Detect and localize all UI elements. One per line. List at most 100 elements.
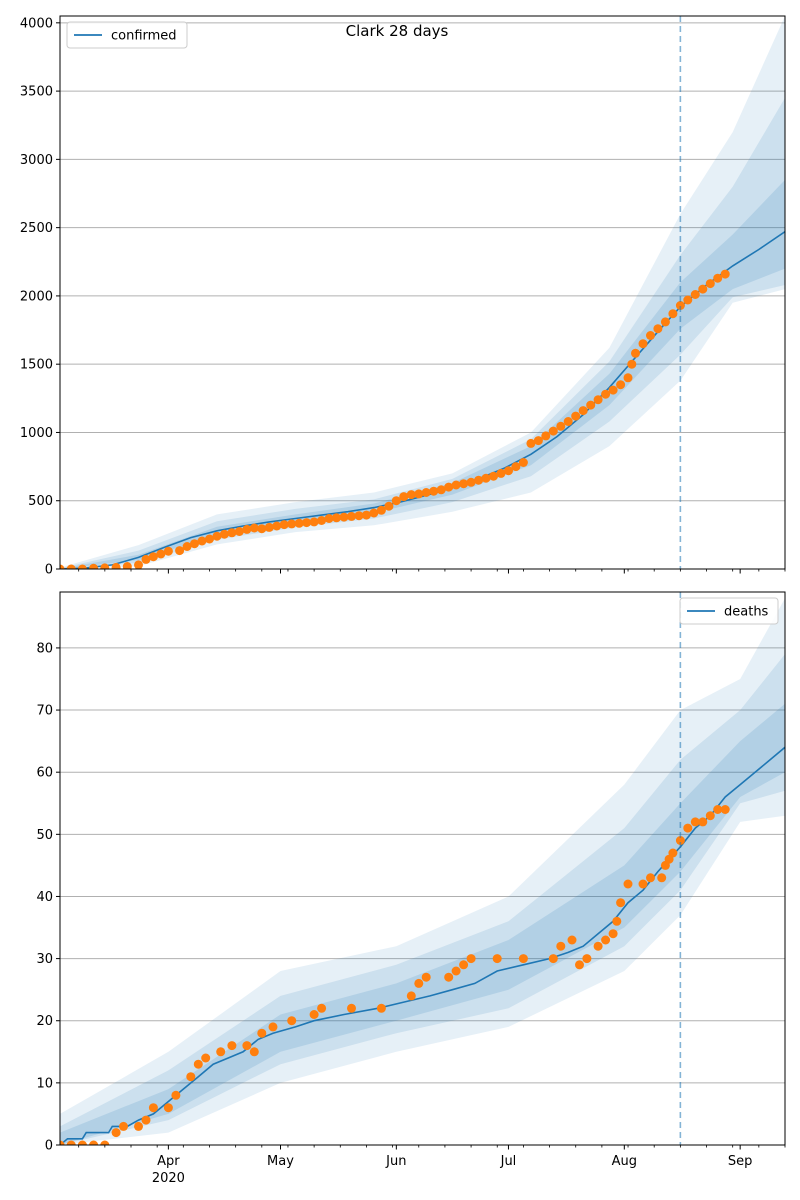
observed-point: [608, 385, 618, 395]
observed-point: [317, 516, 327, 525]
observed-point: [660, 317, 670, 327]
observed-point: [406, 991, 416, 1001]
x-tick-label: Aug: [612, 1154, 637, 1169]
observed-point: [526, 438, 536, 448]
y-tick-label: 0: [45, 563, 53, 578]
observed-point: [163, 1103, 173, 1113]
x-tick-label: Sep: [728, 1154, 753, 1169]
observed-point: [361, 510, 371, 520]
observed-point: [216, 1047, 226, 1057]
observed-point: [354, 511, 364, 521]
observed-point: [668, 848, 678, 858]
observed-point: [100, 563, 110, 569]
observed-point: [294, 518, 304, 528]
y-tick-label: 20: [36, 1014, 53, 1029]
model-line-deaths: [60, 746, 785, 1145]
observed-point: [197, 536, 207, 546]
observed-point: [429, 486, 439, 496]
observed-point: [653, 324, 663, 334]
observed-point: [518, 458, 528, 467]
observed-point: [376, 505, 386, 515]
observed-point: [646, 873, 655, 883]
observed-point: [459, 479, 469, 489]
observed-point: [287, 519, 297, 529]
observed-point: [668, 309, 678, 319]
observed-point: [163, 546, 173, 556]
y-tick-label: 60: [36, 766, 53, 781]
legend-box: [679, 597, 779, 625]
observed-point: [60, 1140, 65, 1145]
observed-point: [119, 1121, 128, 1131]
observed-point: [89, 1140, 99, 1145]
observed-point: [556, 941, 566, 951]
x-tick-label: May: [267, 1154, 294, 1169]
y-tick-label: 80: [36, 641, 53, 656]
observed-point: [608, 929, 618, 939]
observed-point: [548, 426, 558, 436]
observed-point: [444, 972, 454, 982]
observed-point: [421, 972, 431, 982]
observed-point: [66, 1140, 76, 1145]
observed-point: [414, 489, 424, 499]
uncertainty-band-outer: [60, 16, 785, 569]
observed-point: [89, 563, 99, 569]
observed-point: [720, 269, 730, 279]
observed-point: [582, 954, 592, 964]
observed-point: [593, 395, 603, 405]
observed-point: [414, 978, 424, 988]
observed-point: [182, 542, 192, 551]
observed-point: [474, 475, 484, 485]
observed-point: [212, 531, 222, 541]
observed-point: [541, 431, 551, 441]
observed-point: [492, 954, 502, 964]
legend-label: deaths: [724, 605, 769, 620]
observed-point: [122, 562, 132, 569]
observed-point: [227, 528, 237, 538]
observed-point: [324, 514, 334, 523]
observed-point: [638, 339, 648, 349]
x-tick-label: Jul: [500, 1154, 517, 1169]
uncertainty-band-middle: [60, 654, 785, 1145]
axes-frame: [59, 591, 786, 1146]
observed-point: [257, 1028, 267, 1038]
observed-point: [511, 462, 521, 472]
observed-point: [675, 301, 685, 310]
observed-point: [287, 1016, 297, 1026]
observed-point: [657, 873, 667, 883]
y-tick-label: 4000: [20, 16, 53, 31]
figure-title: Clark 28 days: [346, 22, 449, 40]
observed-point: [616, 380, 626, 390]
observed-point: [631, 348, 640, 358]
y-tick-label: 50: [36, 828, 53, 843]
y-tick-label: 1500: [20, 358, 53, 373]
observed-point: [698, 284, 708, 294]
observed-point: [201, 1053, 211, 1063]
observed-point: [309, 517, 319, 527]
observed-point: [193, 1059, 203, 1069]
observed-point: [384, 501, 394, 511]
axes-frame: [59, 15, 786, 570]
observed-point: [205, 534, 214, 544]
observed-point: [690, 290, 700, 299]
observed-point: [451, 966, 461, 976]
observed-point: [242, 524, 252, 534]
observed-point: [242, 1041, 252, 1051]
observed-point: [459, 960, 469, 970]
observed-point: [141, 554, 151, 564]
deaths-panel: 0 10 20 30 40 50 60 70 80 Apr 2020 May Jun Jul Aug Sep d…: [36, 591, 786, 1186]
observed-point: [376, 1003, 386, 1013]
observed-point: [148, 1103, 158, 1113]
observed-point: [171, 1090, 181, 1100]
observed-point: [533, 436, 543, 446]
observed-point: [571, 411, 581, 421]
uncertainty-band-middle: [60, 97, 785, 569]
observed-point: [690, 817, 700, 827]
observed-point: [399, 492, 409, 502]
observed-point: [317, 1003, 327, 1013]
observed-point: [601, 935, 611, 945]
legend-box: [66, 21, 188, 49]
observed-point: [466, 477, 476, 487]
observed-point: [148, 552, 158, 562]
